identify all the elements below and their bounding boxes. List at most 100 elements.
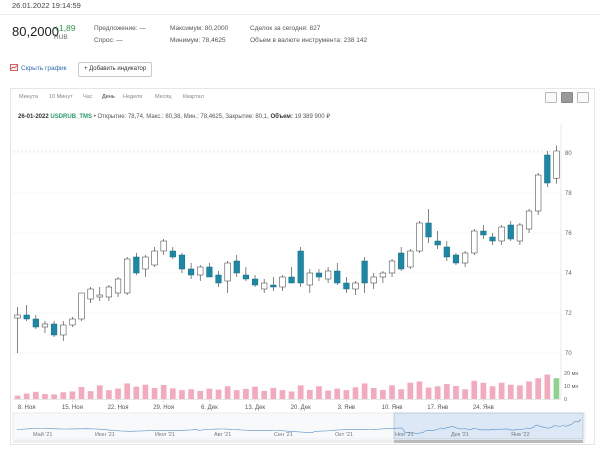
- candle[interactable]: [297, 250, 304, 284]
- candle[interactable]: [306, 272, 313, 286]
- candle[interactable]: [498, 226, 505, 242]
- candle[interactable]: [279, 276, 286, 288]
- candle[interactable]: [188, 268, 195, 276]
- timestamp: 26.01.2022 19:14:59: [12, 1, 81, 10]
- candle[interactable]: [96, 294, 103, 298]
- candle[interactable]: [133, 256, 140, 274]
- candle[interactable]: [87, 288, 94, 300]
- candle[interactable]: [251, 278, 259, 286]
- candle[interactable]: [525, 210, 533, 230]
- volume-tick-label: 20 мн: [564, 371, 578, 377]
- bid-stat: Спрос: —: [94, 37, 123, 44]
- price-chart[interactable]: 70 72 74 76 78 80 20 мн 10 мн 0 8. Ноя 15. Ноя 22. …: [11, 89, 594, 444]
- candle[interactable]: [452, 254, 460, 264]
- candle[interactable]: [535, 174, 542, 212]
- candle[interactable]: [41, 323, 49, 328]
- candle[interactable]: [51, 323, 58, 336]
- timeframe-tab[interactable]: 10 Минут: [49, 94, 73, 100]
- candle[interactable]: [352, 282, 359, 290]
- line-chart-icon[interactable]: [545, 92, 557, 103]
- candle[interactable]: [489, 236, 496, 242]
- volume-bar: [361, 383, 368, 399]
- candle[interactable]: [197, 266, 204, 276]
- timeframe-tab[interactable]: День: [102, 94, 115, 100]
- navigator-scroll-thumb[interactable]: [394, 440, 583, 443]
- candle[interactable]: [224, 262, 231, 282]
- candle[interactable]: [315, 272, 323, 278]
- candle[interactable]: [325, 270, 332, 280]
- volume-bar: [160, 384, 167, 399]
- candle[interactable]: [206, 266, 213, 278]
- candle[interactable]: [334, 270, 341, 284]
- volume-bar: [270, 387, 277, 399]
- x-tick-label: 17. Янв: [427, 405, 448, 411]
- candle[interactable]: [370, 276, 377, 284]
- candle[interactable]: [261, 282, 268, 290]
- candle[interactable]: [544, 154, 551, 184]
- navigator-scrollbar[interactable]: [13, 440, 585, 443]
- timeframe-tab[interactable]: Неделя: [123, 94, 143, 100]
- candle-chart-icon[interactable]: [561, 92, 573, 103]
- candle[interactable]: [471, 230, 478, 254]
- candle[interactable]: [507, 224, 514, 240]
- candle[interactable]: [379, 272, 386, 278]
- candle[interactable]: [388, 260, 396, 274]
- candle[interactable]: [114, 278, 122, 294]
- hide-chart-link[interactable]: Скрыть график: [10, 64, 66, 72]
- candle[interactable]: [516, 224, 523, 242]
- candle[interactable]: [233, 260, 240, 274]
- volume-bar: [133, 386, 140, 399]
- candle[interactable]: [343, 282, 350, 290]
- timeframe-tab[interactable]: Час: [83, 94, 93, 100]
- navigator-selection[interactable]: [393, 412, 584, 440]
- volume-bar: [489, 386, 496, 399]
- candle[interactable]: [14, 314, 21, 319]
- volume-tick-label: 10 мн: [564, 384, 578, 390]
- min-stat: Минимум: 78,4625: [170, 37, 226, 44]
- candle[interactable]: [398, 252, 405, 270]
- candle[interactable]: [178, 254, 186, 270]
- navigator-line: [16, 419, 582, 435]
- volume-bar: [425, 387, 432, 399]
- candle[interactable]: [416, 222, 423, 252]
- candle[interactable]: [270, 284, 277, 288]
- candle[interactable]: [151, 250, 158, 266]
- timeframe-tab[interactable]: Месяц: [155, 94, 172, 100]
- candle[interactable]: [215, 274, 222, 284]
- candle[interactable]: [462, 252, 469, 264]
- fullscreen-icon[interactable]: [577, 92, 589, 103]
- candle[interactable]: [242, 274, 249, 280]
- info-volume-label: Объем:: [270, 114, 293, 120]
- candle[interactable]: [32, 318, 39, 328]
- candle[interactable]: [169, 250, 176, 258]
- candle[interactable]: [407, 250, 414, 268]
- timeframe-tab[interactable]: Минута: [19, 94, 38, 100]
- x-tick-label: 15. Ноя: [62, 405, 83, 411]
- volume-bar: [288, 391, 295, 399]
- candle[interactable]: [288, 276, 295, 284]
- volume-bar: [444, 384, 450, 399]
- volume-bar: [87, 391, 94, 399]
- candle[interactable]: [434, 240, 441, 246]
- timeframe-tab[interactable]: Квартал: [183, 94, 204, 100]
- candle[interactable]: [78, 292, 85, 320]
- candle[interactable]: [361, 260, 368, 284]
- info-ohlc: • Открытие: 78,74, Макс.: 80,38, Мин.: 7…: [93, 114, 269, 120]
- candle[interactable]: [142, 256, 149, 270]
- candle[interactable]: [124, 258, 131, 294]
- navigator-label: Май '21: [33, 431, 52, 438]
- volume-bar: [462, 389, 468, 399]
- candle[interactable]: [60, 324, 67, 336]
- candle[interactable]: [23, 314, 30, 320]
- candle[interactable]: [105, 286, 112, 298]
- candle[interactable]: [480, 230, 487, 236]
- candle[interactable]: [443, 246, 450, 258]
- candle[interactable]: [425, 222, 432, 238]
- add-indicator-button[interactable]: + Добавить индикатор: [78, 62, 153, 77]
- candle[interactable]: [160, 240, 167, 252]
- candle[interactable]: [553, 150, 560, 179]
- volume-bar: [279, 390, 286, 399]
- volume-bar: [434, 386, 441, 399]
- candle[interactable]: [69, 318, 76, 326]
- y-tick-label: 72: [565, 311, 572, 317]
